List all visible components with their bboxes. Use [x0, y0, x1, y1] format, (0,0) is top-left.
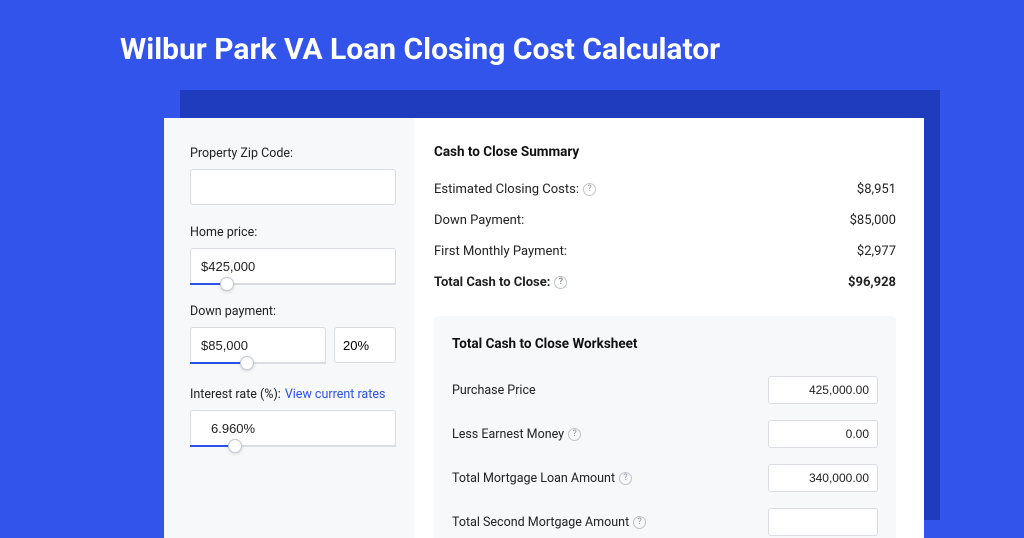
interest-rate-field: Interest rate (%): View current rates — [190, 383, 396, 446]
home-price-field: Home price: — [190, 225, 396, 284]
interest-rate-label: Interest rate (%): — [190, 387, 281, 402]
slider-thumb[interactable] — [240, 356, 254, 370]
worksheet-value-input[interactable] — [768, 420, 878, 448]
worksheet-row: Total Mortgage Loan Amount? — [452, 456, 878, 500]
worksheet-row-label: Less Earnest Money? — [452, 427, 581, 442]
zip-label: Property Zip Code: — [190, 146, 396, 161]
page-title: Wilbur Park VA Loan Closing Cost Calcula… — [0, 0, 1024, 91]
worksheet-panel: Total Cash to Close Worksheet Purchase P… — [434, 316, 896, 538]
down-payment-slider[interactable] — [190, 327, 326, 363]
home-price-label: Home price: — [190, 225, 396, 240]
down-payment-label: Down payment: — [190, 304, 396, 319]
summary-row-label: First Monthly Payment: — [434, 244, 567, 259]
interest-rate-input[interactable] — [190, 410, 396, 446]
worksheet-value-input[interactable] — [768, 376, 878, 404]
help-icon[interactable]: ? — [568, 428, 581, 441]
summary-row: First Monthly Payment: $2,977 — [434, 236, 896, 267]
worksheet-value-input[interactable] — [768, 464, 878, 492]
summary-row: Estimated Closing Costs:? $8,951 — [434, 174, 896, 205]
down-payment-percent-input[interactable] — [334, 327, 396, 363]
help-icon[interactable]: ? — [633, 516, 646, 529]
summary-row-label: Estimated Closing Costs:? — [434, 182, 596, 197]
summary-row: Down Payment: $85,000 — [434, 205, 896, 236]
help-icon[interactable]: ? — [554, 276, 567, 289]
slider-thumb[interactable] — [228, 439, 242, 453]
down-payment-field: Down payment: — [190, 304, 396, 363]
results-panel: Cash to Close Summary Estimated Closing … — [414, 118, 924, 538]
home-price-slider[interactable] — [190, 248, 396, 284]
summary-row-value: $2,977 — [857, 244, 896, 259]
summary-row-value: $85,000 — [850, 213, 896, 228]
summary-row-value: $96,928 — [848, 275, 896, 290]
zip-field: Property Zip Code: — [190, 146, 396, 205]
worksheet-row-label: Total Second Mortgage Amount? — [452, 515, 646, 530]
worksheet-row-label: Purchase Price — [452, 383, 536, 398]
down-payment-input[interactable] — [190, 327, 326, 363]
calculator-card: Property Zip Code: Home price: Down paym… — [164, 118, 924, 538]
worksheet-row: Purchase Price — [452, 368, 878, 412]
slider-fill — [190, 362, 247, 364]
worksheet-row-label: Total Mortgage Loan Amount? — [452, 471, 632, 486]
summary-row: Total Cash to Close:? $96,928 — [434, 267, 896, 298]
summary-row-value: $8,951 — [857, 182, 896, 197]
summary-row-label: Total Cash to Close:? — [434, 275, 567, 290]
worksheet-row: Less Earnest Money? — [452, 412, 878, 456]
worksheet-value-input[interactable] — [768, 508, 878, 536]
worksheet-title: Total Cash to Close Worksheet — [452, 336, 878, 352]
slider-thumb[interactable] — [220, 277, 234, 291]
zip-input[interactable] — [190, 169, 396, 205]
interest-rate-slider[interactable] — [190, 410, 396, 446]
view-rates-link[interactable]: View current rates — [285, 387, 386, 402]
summary-row-label: Down Payment: — [434, 213, 524, 228]
inputs-panel: Property Zip Code: Home price: Down paym… — [164, 118, 414, 538]
summary-title: Cash to Close Summary — [434, 144, 896, 160]
worksheet-row: Total Second Mortgage Amount? — [452, 500, 878, 538]
help-icon[interactable]: ? — [619, 472, 632, 485]
help-icon[interactable]: ? — [583, 183, 596, 196]
